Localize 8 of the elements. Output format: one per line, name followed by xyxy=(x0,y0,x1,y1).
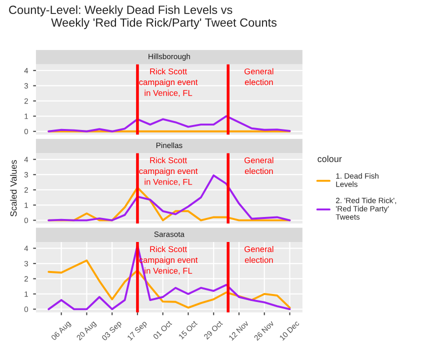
legend-title: colour xyxy=(318,155,342,162)
ref-line-label: General election xyxy=(244,157,274,174)
y-axis-title: Scaled Values xyxy=(10,160,17,216)
ref-line-label: General election xyxy=(244,68,274,86)
ref-line-label: General election xyxy=(244,246,274,263)
ref-line-label: Rick Scott campaign event in Venice, FL xyxy=(139,68,198,97)
ref-line-label: Rick Scott campaign event in Venice, FL xyxy=(139,157,198,186)
chart-title: County-Level: Weekly Dead Fish Levels vs Weekly 'Red Tide Rick/Party' Tweet Counts xyxy=(9,5,277,30)
